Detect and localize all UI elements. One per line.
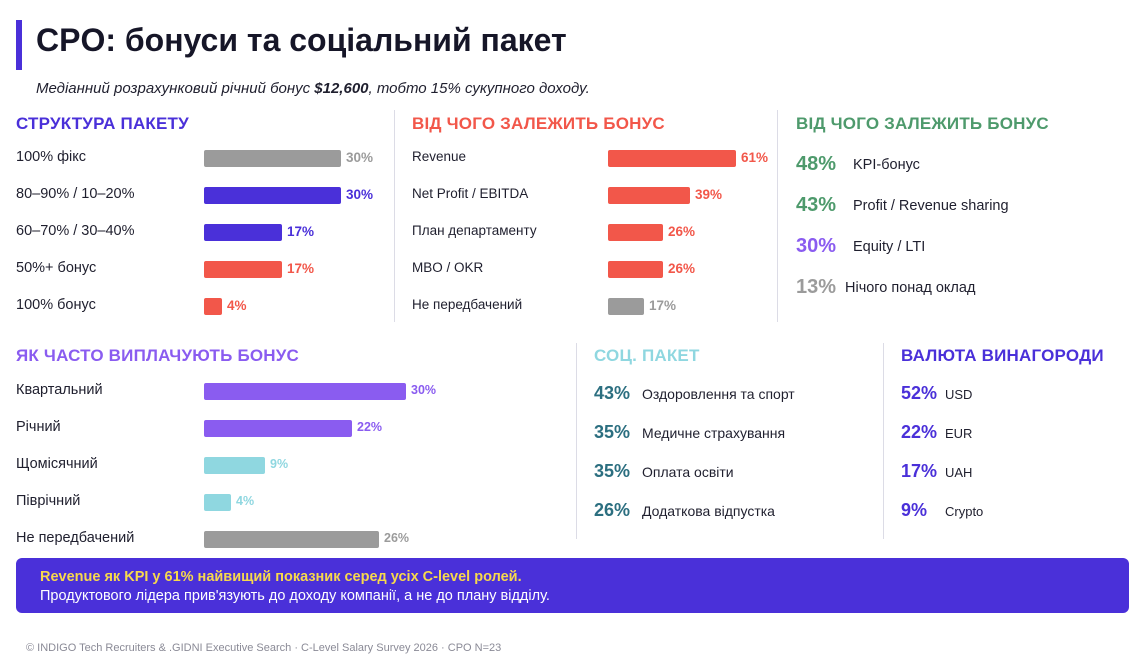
stat-percent: 13%: [796, 276, 837, 298]
stat-percent: 26%: [594, 500, 631, 521]
stat-label: Оздоровлення та спорт: [642, 386, 795, 403]
panel-title: ВАЛЮТА ВИНАГОРОДИ: [901, 346, 1104, 365]
bar: [204, 224, 282, 241]
bar-value-label: 39%: [695, 187, 723, 202]
bar: [204, 261, 282, 278]
bar-value-label: 4%: [227, 298, 247, 313]
category-label: 80–90% / 10–20%: [16, 186, 135, 202]
stat-label: KPI-бонус: [853, 157, 920, 174]
stat-percent: 35%: [594, 461, 631, 482]
page-title: CPO: бонуси та соціальний пакет: [36, 22, 567, 58]
category-label: Revenue: [412, 149, 467, 164]
bar: [608, 298, 644, 315]
bar: [608, 261, 663, 278]
bar-value-label: 26%: [668, 224, 696, 239]
chart-title: ВІД ЧОГО ЗАЛЕЖИТЬ БОНУС: [412, 114, 665, 133]
bar-value-label: 9%: [270, 457, 289, 471]
stat-label: USD: [945, 386, 973, 402]
bar-value-label: 30%: [411, 383, 437, 397]
bar: [204, 494, 231, 511]
divider: [777, 110, 778, 322]
stat-label: EUR: [945, 425, 973, 441]
stat-label: Нічого понад оклад: [845, 280, 976, 297]
divider: [883, 343, 884, 539]
panel-title: ВІД ЧОГО ЗАЛЕЖИТЬ БОНУС: [796, 114, 1049, 133]
divider: [576, 343, 577, 539]
stat-percent: 43%: [594, 383, 631, 404]
bar-value-label: 17%: [649, 298, 677, 313]
bar: [608, 187, 690, 204]
bar-value-label: 4%: [236, 494, 255, 508]
stat-label: Crypto: [945, 503, 984, 519]
page-subtitle: Медіанний розрахунковий річний бонус $12…: [36, 80, 590, 97]
stat-label: Equity / LTI: [853, 239, 926, 256]
banner-text: Продуктового лідера прив'язують до доход…: [40, 588, 550, 604]
category-label: MBO / OKR: [412, 260, 484, 275]
subtitle-text: Медіанний розрахунковий річний бонус: [36, 80, 315, 97]
category-label: Щомісячний: [16, 456, 98, 472]
bar: [204, 150, 341, 167]
divider: [394, 110, 395, 322]
bar-value-label: 61%: [741, 150, 769, 165]
category-label: 100% фікс: [16, 149, 87, 165]
bar-value-label: 22%: [357, 420, 383, 434]
category-label: 100% бонус: [16, 297, 96, 313]
category-label: 50%+ бонус: [16, 260, 97, 276]
banner-headline: Revenue як KPI у 61% найвищий показник с…: [40, 569, 522, 585]
bar: [204, 531, 379, 548]
category-label: План департаменту: [412, 223, 537, 238]
bar-value-label: 30%: [346, 150, 374, 165]
stat-label: UAH: [945, 464, 973, 480]
bar-value-label: 17%: [287, 261, 315, 276]
title-accent-bar: [16, 20, 22, 70]
bar: [608, 150, 736, 167]
chart-title: ЯК ЧАСТО ВИПЛАЧУЮТЬ БОНУС: [16, 346, 300, 365]
bar-value-label: 26%: [668, 261, 696, 276]
panel-title: СОЦ. ПАКЕТ: [594, 346, 700, 365]
stat-percent: 17%: [901, 461, 938, 482]
stat-percent: 52%: [901, 383, 938, 404]
stat-percent: 43%: [796, 194, 837, 216]
category-label: 60–70% / 30–40%: [16, 223, 135, 239]
bar: [204, 383, 406, 400]
chart-title: СТРУКТУРА ПАКЕТУ: [16, 114, 189, 133]
footer-credits: © INDIGO Tech Recruiters & .GIDNI Execut…: [26, 642, 502, 654]
stat-percent: 48%: [796, 153, 837, 175]
category-label: Не передбачений: [412, 297, 523, 312]
bar-value-label: 26%: [384, 531, 410, 545]
stat-percent: 9%: [901, 500, 928, 521]
category-label: Net Profit / EBITDA: [412, 186, 529, 201]
bar: [608, 224, 663, 241]
stat-percent: 30%: [796, 235, 837, 257]
stat-label: Медичне страхування: [642, 425, 786, 442]
category-label: Квартальний: [16, 382, 103, 398]
category-label: Піврічний: [16, 493, 81, 509]
insight-banner: Revenue як KPI у 61% найвищий показник с…: [16, 558, 1129, 613]
category-label: Річний: [16, 419, 61, 435]
subtitle-text-end: , тобто 15% сукупного доходу.: [368, 80, 590, 97]
bar: [204, 298, 222, 315]
bar-value-label: 17%: [287, 224, 315, 239]
stat-label: Оплата освіти: [642, 464, 734, 481]
subtitle-bonus-value: $12,600: [314, 80, 369, 97]
bar-value-label: 30%: [346, 187, 374, 202]
category-label: Не передбачений: [16, 530, 135, 546]
stat-percent: 22%: [901, 422, 938, 443]
bar: [204, 420, 352, 437]
stat-label: Profit / Revenue sharing: [853, 198, 1009, 215]
stat-percent: 35%: [594, 422, 631, 443]
bar: [204, 457, 265, 474]
stat-label: Додаткова відпустка: [642, 503, 775, 520]
bar: [204, 187, 341, 204]
